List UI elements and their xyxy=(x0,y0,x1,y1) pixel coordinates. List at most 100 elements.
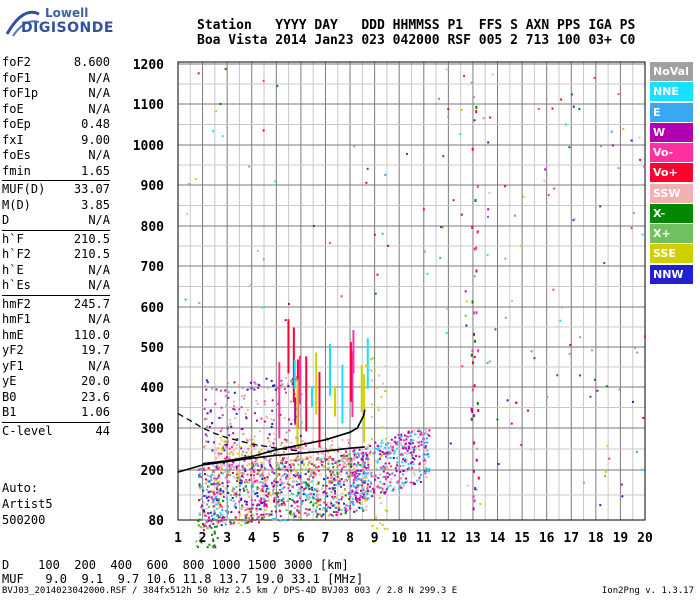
echo-point xyxy=(239,513,242,516)
echo-point xyxy=(288,512,291,515)
echo-point xyxy=(317,503,320,506)
echo-point xyxy=(267,514,270,517)
echo-point xyxy=(232,522,235,525)
echo-point xyxy=(400,477,403,480)
echo-point xyxy=(293,446,296,449)
echo-point xyxy=(314,508,317,511)
y-tick-label: 300 xyxy=(141,422,165,437)
echo-point xyxy=(270,465,273,468)
echo-point xyxy=(263,420,266,423)
echo-streak xyxy=(360,365,363,413)
echo-point xyxy=(375,447,378,450)
echo-point xyxy=(273,478,276,481)
echo-point xyxy=(377,476,380,479)
echo-point xyxy=(403,482,406,485)
echo-point xyxy=(253,448,256,451)
echo-point xyxy=(212,130,215,133)
echo-point xyxy=(207,516,210,519)
echo-point xyxy=(256,495,259,498)
echo-point xyxy=(235,495,238,498)
echo-point xyxy=(258,508,261,511)
echo-point xyxy=(221,509,224,512)
echo-point xyxy=(283,469,286,472)
echo-point xyxy=(487,208,490,211)
echo-point xyxy=(635,450,638,453)
echo-point xyxy=(235,412,238,415)
echo-point xyxy=(217,454,220,457)
echo-point xyxy=(238,493,241,496)
echo-point xyxy=(228,471,231,474)
echo-point xyxy=(359,497,362,500)
echo-point xyxy=(313,464,316,467)
echo-point xyxy=(330,502,333,505)
echo-point xyxy=(397,482,400,485)
echo-point xyxy=(634,347,637,350)
echo-point xyxy=(287,418,290,421)
echo-point xyxy=(365,467,368,470)
echo-point xyxy=(408,445,411,448)
echo-point xyxy=(331,457,334,460)
echo-point xyxy=(522,195,525,198)
echo-point xyxy=(473,355,476,358)
echo-point xyxy=(387,244,390,247)
echo-point xyxy=(239,472,242,475)
distance-row: D 100 200 400 600 800 1000 1500 3000 [km… xyxy=(2,558,349,572)
echo-point xyxy=(277,464,280,467)
echo-point xyxy=(277,481,280,484)
echo-point xyxy=(252,503,255,506)
param-name: MUF(D) xyxy=(2,182,46,196)
echo-point xyxy=(279,519,282,522)
echo-point xyxy=(220,427,223,430)
echo-point xyxy=(305,485,308,488)
echo-point xyxy=(376,273,379,276)
x-tick-label: 10 xyxy=(391,531,407,546)
echo-point xyxy=(280,491,283,494)
echo-point xyxy=(233,521,236,524)
echo-point xyxy=(224,395,227,398)
echo-point xyxy=(257,464,260,467)
echo-point xyxy=(260,464,263,467)
echo-point xyxy=(288,497,291,500)
echo-point xyxy=(383,467,386,470)
echo-point xyxy=(472,469,475,473)
echo-point xyxy=(572,219,575,222)
echo-point xyxy=(261,482,264,485)
echo-point xyxy=(229,523,232,526)
echo-point xyxy=(405,438,408,441)
echo-point xyxy=(333,479,336,482)
param-row: h`F 210.5 xyxy=(2,232,110,248)
echo-point xyxy=(217,498,220,501)
echo-point xyxy=(460,213,463,216)
echo-point xyxy=(362,488,365,491)
echo-point xyxy=(381,453,384,456)
echo-point xyxy=(360,481,363,484)
echo-point xyxy=(227,511,230,514)
echo-point xyxy=(220,406,223,409)
echo-point xyxy=(420,431,423,434)
echo-point xyxy=(297,463,300,466)
echo-point xyxy=(269,444,272,447)
echo-point xyxy=(393,486,396,489)
echo-point xyxy=(416,479,419,482)
echo-point xyxy=(232,475,235,478)
echo-point xyxy=(359,496,362,499)
artist-label: Auto: xyxy=(2,481,39,495)
echo-point xyxy=(302,492,305,495)
echo-point xyxy=(299,470,302,473)
echo-point xyxy=(264,457,267,460)
echo-point xyxy=(207,468,210,471)
echo-point xyxy=(202,467,205,470)
echo-point xyxy=(425,449,428,452)
echo-point xyxy=(215,110,218,113)
echo-point xyxy=(605,385,608,388)
echo-point xyxy=(407,431,410,434)
echo-point xyxy=(337,472,340,475)
echo-point xyxy=(220,506,223,509)
echo-point xyxy=(322,464,325,467)
echo-point xyxy=(641,233,644,236)
echo-point xyxy=(409,431,412,434)
echo-point xyxy=(286,482,289,485)
echo-point xyxy=(229,422,232,425)
echo-point xyxy=(226,439,229,442)
echo-point xyxy=(222,447,225,450)
